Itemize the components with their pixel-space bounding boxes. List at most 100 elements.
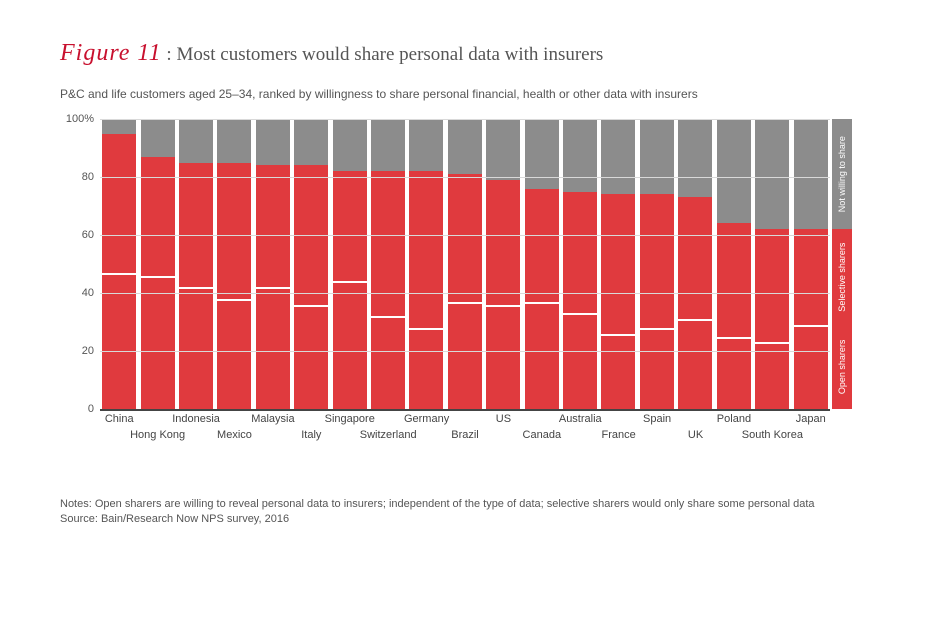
- bar-segment-not: [678, 119, 712, 197]
- x-tick-label: Singapore: [325, 413, 375, 425]
- figure-number: Figure 11: [60, 40, 162, 66]
- figure-separator: :: [166, 44, 171, 65]
- bar: [678, 119, 712, 409]
- bar-segment-not: [601, 119, 635, 194]
- y-tick-label: 0: [60, 403, 94, 415]
- bar-segment-open: [678, 319, 712, 409]
- bar-segment-selective: [640, 194, 674, 327]
- x-tick-label: Switzerland: [360, 429, 417, 441]
- grid-line: [100, 351, 830, 352]
- y-tick-label: 20: [60, 345, 94, 357]
- x-tick-label: Canada: [523, 429, 562, 441]
- bar: [640, 119, 674, 409]
- y-tick-label: 80: [60, 171, 94, 183]
- figure-title-row: Figure 11 : Most customers would share p…: [60, 40, 890, 67]
- bar-segment-selective: [371, 171, 405, 316]
- figure-page: Figure 11 : Most customers would share p…: [0, 0, 950, 619]
- bar-segment-selective: [102, 134, 136, 273]
- x-tick-label: Japan: [796, 413, 826, 425]
- bar-segment-not: [256, 119, 290, 165]
- bar: [409, 119, 443, 409]
- grid-line: [100, 177, 830, 178]
- bar-segment-not: [179, 119, 213, 163]
- bar-segment-open: [486, 305, 520, 409]
- bar-segment-not: [563, 119, 597, 192]
- x-tick-label: Italy: [301, 429, 321, 441]
- bar-segment-selective: [141, 157, 175, 276]
- bar: [525, 119, 559, 409]
- figure-title: Most customers would share personal data…: [176, 44, 603, 65]
- bar-segment-not: [640, 119, 674, 194]
- x-tick-label: France: [602, 429, 636, 441]
- bar-segment-open: [256, 287, 290, 409]
- bars-container: [100, 119, 830, 409]
- bar-segment-not: [409, 119, 443, 171]
- bar-segment-open: [179, 287, 213, 409]
- bar-segment-selective: [794, 229, 828, 325]
- bar-segment-not: [486, 119, 520, 180]
- bar-segment-open: [717, 337, 751, 410]
- plot-area: ChinaHong KongIndonesiaMexicoMalaysiaIta…: [100, 119, 830, 411]
- bar-segment-open: [601, 334, 635, 409]
- bar: [294, 119, 328, 409]
- bar: [256, 119, 290, 409]
- bar-segment-open: [794, 325, 828, 409]
- x-tick-label: Spain: [643, 413, 671, 425]
- bar-segment-not: [371, 119, 405, 171]
- bar-segment-open: [294, 305, 328, 409]
- y-tick-label: 100%: [60, 113, 94, 125]
- x-tick-label: Poland: [717, 413, 751, 425]
- bar-segment-selective: [755, 229, 789, 342]
- bar-segment-not: [333, 119, 367, 171]
- bar: [179, 119, 213, 409]
- x-axis-labels: ChinaHong KongIndonesiaMexicoMalaysiaIta…: [100, 409, 830, 449]
- segment-label: Selective sharers: [837, 229, 847, 325]
- x-tick-label: US: [496, 413, 511, 425]
- bar-segment-selective: [678, 197, 712, 319]
- bar: [563, 119, 597, 409]
- y-tick-label: 60: [60, 229, 94, 241]
- bar-segment-open: [371, 316, 405, 409]
- y-tick-label: 40: [60, 287, 94, 299]
- x-tick-label: Mexico: [217, 429, 252, 441]
- bar-segment-selective: [448, 174, 482, 302]
- bar-segment-selective: [525, 189, 559, 302]
- segment-label: Open sharers: [837, 325, 847, 409]
- x-tick-label: Australia: [559, 413, 602, 425]
- segment-label: Not willing to share: [837, 119, 847, 229]
- x-tick-label: Germany: [404, 413, 449, 425]
- x-tick-label: China: [105, 413, 134, 425]
- bar-segment-selective: [601, 194, 635, 333]
- bar-segment-not: [794, 119, 828, 229]
- bar-segment-selective: [486, 180, 520, 305]
- source-line: Source: Bain/Research Now NPS survey, 20…: [60, 512, 890, 527]
- bar: [794, 119, 828, 409]
- notes-line: Notes: Open sharers are willing to revea…: [60, 497, 890, 512]
- bar-segment-selective: [409, 171, 443, 328]
- bar-segment-selective: [179, 163, 213, 288]
- x-tick-label: Indonesia: [172, 413, 220, 425]
- bar-segment-selective: [563, 192, 597, 314]
- bar-segment-selective: [256, 165, 290, 287]
- bar-segment-open: [525, 302, 559, 409]
- chart: ChinaHong KongIndonesiaMexicoMalaysiaIta…: [60, 119, 880, 449]
- bar-segment-not: [448, 119, 482, 174]
- bar: [102, 119, 136, 409]
- grid-line: [100, 119, 830, 120]
- grid-line: [100, 293, 830, 294]
- x-tick-label: UK: [688, 429, 703, 441]
- bar-segment-open: [409, 328, 443, 409]
- bar-segment-selective: [717, 223, 751, 336]
- bar-segment-not: [102, 119, 136, 134]
- bar-segment-not: [525, 119, 559, 189]
- bar-segment-not: [755, 119, 789, 229]
- bar: [217, 119, 251, 409]
- x-tick-label: Malaysia: [251, 413, 294, 425]
- bar: [371, 119, 405, 409]
- bar: [486, 119, 520, 409]
- figure-notes: Notes: Open sharers are willing to revea…: [60, 497, 890, 528]
- bar: [448, 119, 482, 409]
- bar: [333, 119, 367, 409]
- bar-segment-selective: [217, 163, 251, 299]
- bar-segment-open: [640, 328, 674, 409]
